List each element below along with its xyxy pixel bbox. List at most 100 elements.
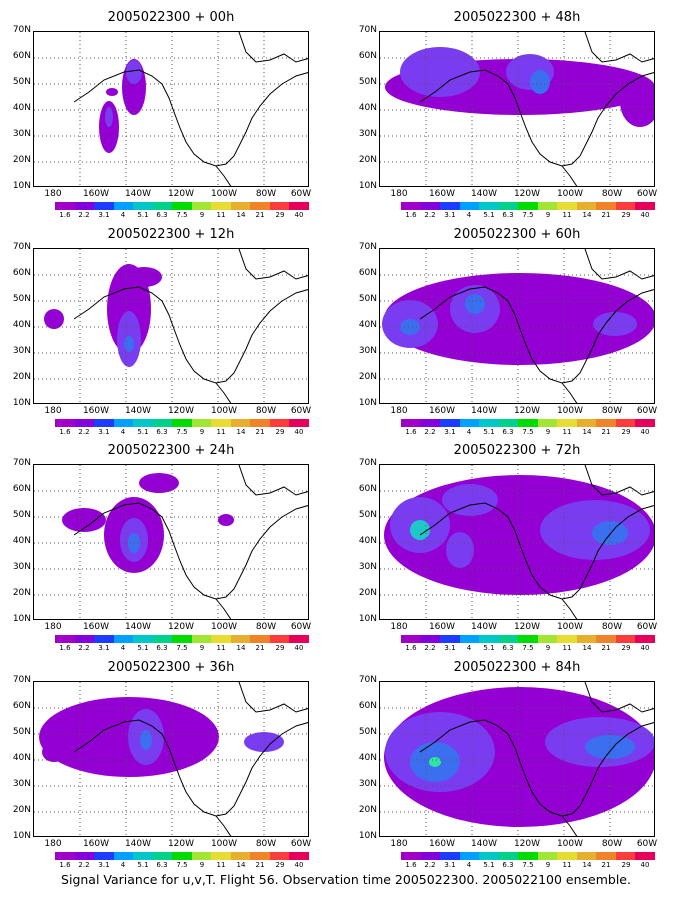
colorbar-label: 7.5 bbox=[522, 211, 534, 219]
colorbar-swatch bbox=[557, 202, 577, 210]
colorbar-swatch bbox=[518, 635, 538, 643]
coastline bbox=[238, 682, 308, 713]
colorbar-label: 4 bbox=[120, 211, 126, 219]
coastline bbox=[584, 682, 654, 713]
coastline bbox=[215, 815, 232, 836]
map-frame bbox=[33, 31, 309, 187]
latitude-label: 10N bbox=[358, 181, 377, 191]
coastline bbox=[215, 382, 232, 403]
colorbar-swatch bbox=[211, 419, 231, 427]
colorbar-label: 7.5 bbox=[522, 644, 534, 652]
colorbar-label: 6.3 bbox=[502, 428, 514, 436]
colorbar-swatch bbox=[133, 202, 153, 210]
longitude-label: 80W bbox=[255, 839, 277, 849]
colorbar-label: 14 bbox=[236, 644, 246, 652]
variance-map bbox=[34, 465, 308, 619]
latitude-label: 40N bbox=[12, 320, 31, 330]
figure-caption: Signal Variance for u,v,T. Flight 56. Ob… bbox=[61, 872, 631, 887]
longitude-label: 120W bbox=[513, 189, 541, 199]
variance-contour bbox=[465, 294, 485, 314]
colorbar-swatch bbox=[557, 635, 577, 643]
variance-contour bbox=[593, 312, 637, 336]
colorbar-swatch bbox=[615, 852, 636, 860]
colorbar-label: 2.2 bbox=[424, 428, 436, 436]
colorbar-swatch bbox=[518, 419, 538, 427]
longitude-label: 100W bbox=[556, 839, 584, 849]
longitude-label: 140W bbox=[470, 406, 498, 416]
colorbar-swatch bbox=[576, 419, 597, 427]
longitude-label: 120W bbox=[513, 622, 541, 632]
coastline bbox=[73, 69, 308, 167]
variance-contour bbox=[218, 514, 234, 526]
colorbar-label: 14 bbox=[582, 428, 592, 436]
colorbar-swatch bbox=[596, 635, 616, 643]
latitude-label: 60N bbox=[12, 484, 31, 494]
colorbar-label: 9 bbox=[199, 644, 205, 652]
colorbar-label: 2.2 bbox=[78, 861, 90, 869]
colorbar-swatch bbox=[498, 419, 519, 427]
colorbar-label: 1.6 bbox=[405, 644, 417, 652]
latitude-label: 70N bbox=[358, 675, 377, 685]
colorbar-label: 7.5 bbox=[176, 861, 188, 869]
colorbar-swatch bbox=[420, 419, 441, 427]
colorbar-label: 40 bbox=[640, 428, 650, 436]
colorbar-label: 29 bbox=[621, 861, 631, 869]
longitude-label: 120W bbox=[167, 406, 195, 416]
colorbar-swatch bbox=[230, 852, 251, 860]
colorbar-label: 40 bbox=[294, 211, 304, 219]
coastline bbox=[561, 815, 578, 836]
colorbar-label: 5.1 bbox=[137, 211, 149, 219]
latitude-label: 20N bbox=[12, 805, 31, 815]
colorbar-label: 2.2 bbox=[424, 211, 436, 219]
colorbar-label: 2.2 bbox=[78, 211, 90, 219]
longitude-label: 180 bbox=[44, 406, 62, 416]
colorbar-swatch bbox=[113, 852, 134, 860]
colorbar-label: 6.3 bbox=[502, 644, 514, 652]
panel-title: 2005022300 + 24h bbox=[107, 443, 235, 458]
colorbar-label: 4 bbox=[120, 644, 126, 652]
latitude-label: 30N bbox=[358, 562, 377, 572]
colorbar-label: 40 bbox=[294, 861, 304, 869]
longitude-label: 100W bbox=[556, 406, 584, 416]
colorbar-swatch bbox=[615, 635, 636, 643]
longitude-label: 160W bbox=[82, 189, 110, 199]
longitude-label: 60W bbox=[636, 406, 658, 416]
coastline bbox=[584, 32, 654, 63]
colorbar-swatch bbox=[133, 419, 153, 427]
panel-title: 2005022300 + 48h bbox=[453, 10, 581, 25]
colorbar-label: 4 bbox=[466, 428, 472, 436]
colorbar-label: 3.1 bbox=[444, 644, 456, 652]
colorbar-swatch bbox=[557, 852, 577, 860]
colorbar-swatch bbox=[459, 419, 480, 427]
variance-contour bbox=[429, 757, 441, 767]
colorbar-label: 4 bbox=[466, 644, 472, 652]
variance-contour bbox=[400, 319, 420, 335]
colorbar-label: 29 bbox=[621, 428, 631, 436]
variance-contour bbox=[106, 88, 118, 96]
longitude-label: 80W bbox=[601, 622, 623, 632]
variance-map bbox=[380, 32, 654, 186]
colorbar-swatch bbox=[94, 202, 114, 210]
colorbar-label: 7.5 bbox=[176, 211, 188, 219]
longitude-label: 120W bbox=[167, 189, 195, 199]
colorbar-label: 14 bbox=[236, 428, 246, 436]
latitude-label: 20N bbox=[358, 372, 377, 382]
colorbar-label: 7.5 bbox=[176, 428, 188, 436]
colorbar-swatch bbox=[94, 419, 114, 427]
colorbar-swatch bbox=[440, 202, 460, 210]
colorbar-swatch bbox=[55, 635, 75, 643]
colorbar-swatch bbox=[401, 419, 421, 427]
colorbar-label: 4 bbox=[466, 211, 472, 219]
longitude-label: 140W bbox=[470, 622, 498, 632]
map-frame bbox=[33, 248, 309, 404]
colorbar-label: 3.1 bbox=[444, 211, 456, 219]
longitude-label: 180 bbox=[44, 189, 62, 199]
colorbar-swatch bbox=[133, 852, 153, 860]
coastline bbox=[561, 598, 578, 619]
colorbar-swatch bbox=[401, 635, 421, 643]
longitude-label: 60W bbox=[290, 622, 312, 632]
colorbar-label: 29 bbox=[275, 861, 285, 869]
colorbar-swatch bbox=[635, 202, 655, 210]
variance-map bbox=[34, 249, 308, 403]
latitude-label: 50N bbox=[358, 294, 377, 304]
